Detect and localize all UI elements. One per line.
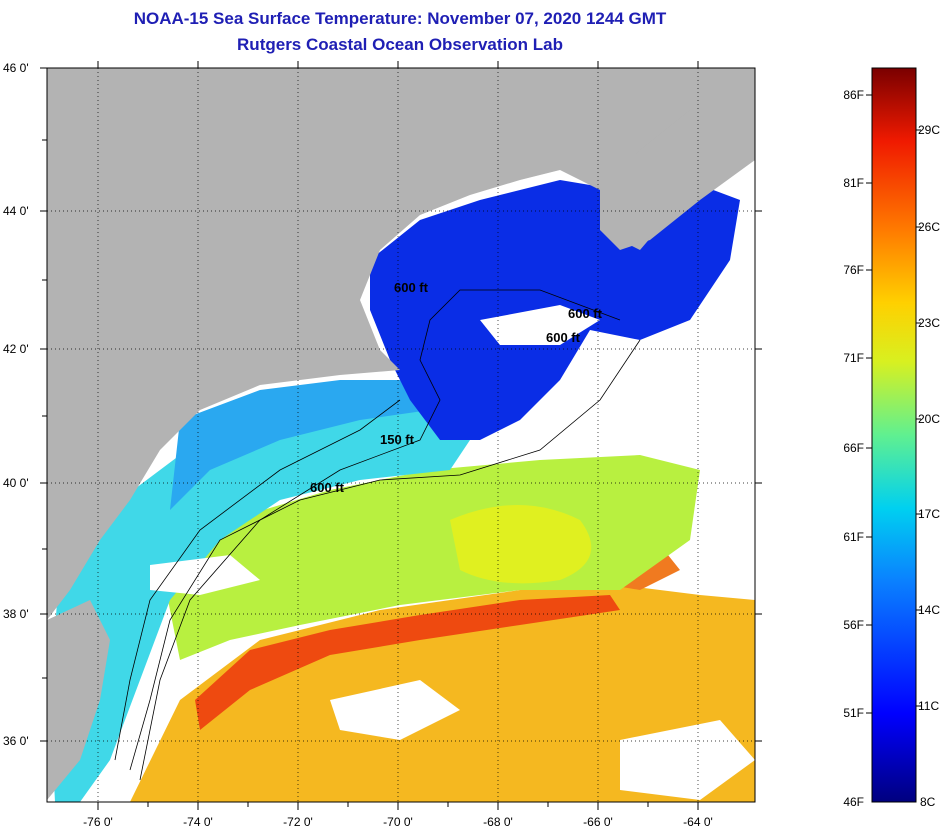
contour-label: 600 ft (394, 280, 429, 295)
colorbar-f-label: 76F (843, 263, 864, 277)
lon-label: -72 0' (283, 815, 313, 829)
colorbar-c-label: 11C (918, 699, 939, 713)
map-image: 600 ft 600 ft 600 ft 150 ft 600 ft (47, 68, 755, 802)
cloud-patch (600, 390, 720, 450)
nova-scotia (600, 95, 755, 250)
contour-label: 150 ft (380, 432, 415, 447)
contour-line (139, 289, 621, 781)
lon-label: -68 0' (483, 815, 513, 829)
colorbar-f-label: 61F (843, 530, 864, 544)
colorbar-c-label: 20C (918, 412, 940, 426)
lat-label: 40 0' (3, 476, 29, 490)
colorbar-c-label: 8C (920, 795, 936, 809)
warm-water-region (130, 585, 755, 802)
contour-label: 600 ft (310, 480, 345, 495)
lat-label: 38 0' (3, 607, 29, 621)
lat-label: 36 0' (3, 734, 29, 748)
shelf-water-region (50, 395, 470, 802)
colorbar (871, 67, 917, 803)
cloud-patch (330, 680, 460, 740)
contour-line (114, 399, 401, 761)
lon-label: -76 0' (83, 815, 113, 829)
gulf-stream-core (195, 595, 620, 730)
cloud-patch (150, 555, 260, 595)
colorbar-f-label: 56F (843, 618, 864, 632)
colorbar-c-label: 23C (918, 316, 940, 330)
colorbar-f-label: 46F (843, 795, 864, 809)
lat-label: 42 0' (3, 342, 29, 356)
colorbar-c-label: 14C (918, 603, 940, 617)
lon-label: -66 0' (583, 815, 613, 829)
colorbar-ticks (866, 94, 921, 714)
colorbar-f-label: 66F (843, 441, 864, 455)
lon-label: -74 0' (183, 815, 213, 829)
slope-water-region (160, 455, 700, 660)
contour-label: 600 ft (568, 306, 603, 321)
contour-line (129, 339, 641, 771)
map-subtitle: Rutgers Coastal Ocean Observation Lab (237, 35, 563, 54)
map-title: NOAA-15 Sea Surface Temperature: Novembe… (133, 9, 667, 28)
contour-label: 600 ft (546, 330, 581, 345)
cloud-patch (480, 305, 600, 345)
colorbar-f-label: 81F (843, 176, 864, 190)
lat-label: 44 0' (3, 204, 29, 218)
land-mass (47, 68, 755, 620)
colorbar-f-label: 71F (843, 351, 864, 365)
lon-label: -64 0' (683, 815, 713, 829)
nearshore-water (170, 380, 430, 510)
colorbar-f-label: 86F (843, 88, 864, 102)
warm-ring (450, 505, 592, 584)
cloud-patch (620, 720, 755, 800)
colorbar-c-label: 17C (918, 507, 940, 521)
axis-ticks (40, 61, 762, 810)
lon-label: -70 0' (383, 815, 413, 829)
colorbar-c-label: 29C (918, 123, 940, 137)
lat-label: 46 0' (3, 61, 29, 75)
colorbar-f-label: 51F (843, 706, 864, 720)
delmarva-land (47, 600, 110, 800)
map-frame (46, 67, 756, 803)
colorbar-c-label: 26C (918, 220, 940, 234)
